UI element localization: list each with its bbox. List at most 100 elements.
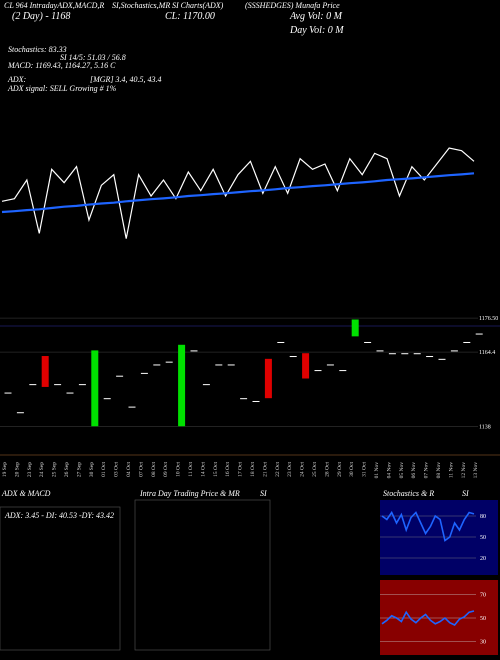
candle — [165, 361, 173, 363]
x-tick-label: 16 Oct — [225, 462, 231, 477]
day-vol: Day Vol: 0 M — [289, 25, 344, 36]
candle — [215, 364, 223, 366]
adx-values: [MGR] 3.4, 40.5, 43.4 — [90, 75, 162, 84]
y-tick-label: 30 — [480, 639, 486, 645]
candle — [314, 370, 322, 372]
x-tick-label: 11 Nov — [448, 462, 454, 478]
candle — [202, 384, 210, 386]
y-tick-label: 1176.50 — [479, 316, 498, 322]
x-tick-label: 24 Sep — [39, 462, 45, 477]
x-tick-label: 07 Oct — [138, 462, 144, 477]
candle — [302, 353, 310, 379]
candle — [91, 350, 99, 427]
candle — [413, 353, 421, 355]
y-tick-label: 1138 — [479, 424, 491, 430]
x-tick-label: 23 Oct — [287, 462, 293, 477]
candle — [178, 344, 186, 427]
candle — [289, 356, 297, 358]
x-tick-label: 12 Nov — [461, 462, 467, 479]
candle — [4, 392, 12, 394]
x-tick-label: 08 Oct — [151, 462, 157, 477]
panel-title: SI — [260, 489, 267, 498]
candle — [116, 375, 124, 377]
x-tick-label: 04 Nov — [386, 462, 392, 479]
panel-text: ADX: 3.45 - DI: 40.53 -DY: 43.42 — [4, 511, 114, 520]
candle — [351, 319, 359, 337]
panel-title: ADX & MACD — [1, 489, 51, 498]
y-tick-label: 20 — [480, 556, 486, 562]
candle — [78, 384, 86, 386]
x-tick-label: 06 Nov — [411, 462, 417, 479]
x-tick-label: 04 Oct — [126, 462, 132, 477]
candle — [16, 412, 24, 414]
x-tick-label: 22 Oct — [275, 462, 281, 477]
panel-title: Intra Day Trading Price & MR — [139, 489, 240, 498]
x-tick-label: 29 Oct — [337, 462, 343, 477]
series-line — [1, 147, 475, 239]
adx-signal: ADX signal: SELL Growing # 1% — [7, 84, 117, 93]
candle — [388, 353, 396, 355]
rsi-bg — [380, 580, 498, 655]
candle — [54, 384, 62, 386]
header-range: (2 Day) - 1168 — [12, 11, 70, 22]
panel-title: SI — [462, 489, 469, 498]
x-tick-label: 09 Oct — [163, 462, 169, 477]
x-tick-label: 18 Oct — [250, 462, 256, 477]
panel-title: Stochastics & R — [383, 489, 434, 498]
stoch-bg — [380, 500, 498, 575]
x-tick-label: 30 Sep — [89, 462, 95, 477]
rsi-text: SI 14/5: 51.03 / 56.8 — [60, 53, 126, 62]
x-tick-label: 19 Sep — [2, 462, 8, 477]
candle — [401, 353, 409, 355]
header-title: (SSSHEDGES) Munafa Price — [245, 1, 340, 10]
x-tick-label: 21 Oct — [262, 462, 268, 477]
candle — [339, 370, 347, 372]
candle — [66, 392, 74, 394]
header-title: CL 964 IntradayADX,MACD,R — [4, 1, 104, 10]
x-tick-label: 25 Oct — [312, 462, 318, 477]
candle — [128, 406, 136, 408]
panel-frame — [134, 499, 271, 651]
x-tick-label: 15 Oct — [213, 462, 219, 477]
candle — [190, 350, 198, 352]
x-tick-label: 07 Nov — [424, 462, 430, 479]
candle — [463, 341, 471, 343]
x-tick-label: 27 Sep — [76, 462, 82, 477]
x-tick-label: 23 Sep — [27, 462, 33, 477]
candle — [103, 398, 111, 400]
x-tick-label: 28 Oct — [324, 462, 330, 477]
x-tick-label: 20 Sep — [14, 462, 20, 477]
series-line — [1, 172, 475, 214]
candle — [41, 356, 49, 387]
avg-vol: Avg Vol: 0 M — [289, 11, 343, 22]
x-tick-label: 17 Oct — [238, 462, 244, 477]
stoch-text: Stochastics: 83.33 — [8, 45, 67, 54]
x-tick-label: 25 Sep — [52, 462, 58, 477]
x-tick-label: 10 Oct — [176, 462, 182, 477]
candle — [376, 350, 384, 352]
candle — [426, 356, 434, 358]
header-title: SI,Stochastics,MR — [112, 1, 170, 10]
stoch-line — [381, 510, 475, 542]
x-tick-label: 26 Sep — [64, 462, 70, 477]
x-tick-label: 01 Oct — [101, 462, 107, 477]
candle — [438, 358, 446, 360]
candle — [227, 364, 235, 366]
y-tick-label: 50 — [480, 535, 486, 541]
x-tick-label: 14 Oct — [200, 462, 206, 477]
candle — [140, 372, 148, 374]
x-tick-label: 30 Oct — [349, 462, 355, 477]
adx-text: ADX: — [7, 75, 27, 84]
candle — [240, 398, 248, 400]
candle — [252, 400, 260, 402]
x-tick-label: 24 Oct — [300, 462, 306, 477]
y-tick-label: 80 — [480, 514, 486, 520]
macd-text: MACD: 1169.43, 1164.27, 5.16 C — [7, 61, 116, 70]
x-tick-label: 13 Nov — [473, 462, 479, 479]
x-tick-label: 01 Nov — [374, 462, 380, 479]
candle — [153, 364, 161, 366]
candle — [450, 350, 458, 352]
candle — [29, 384, 37, 386]
